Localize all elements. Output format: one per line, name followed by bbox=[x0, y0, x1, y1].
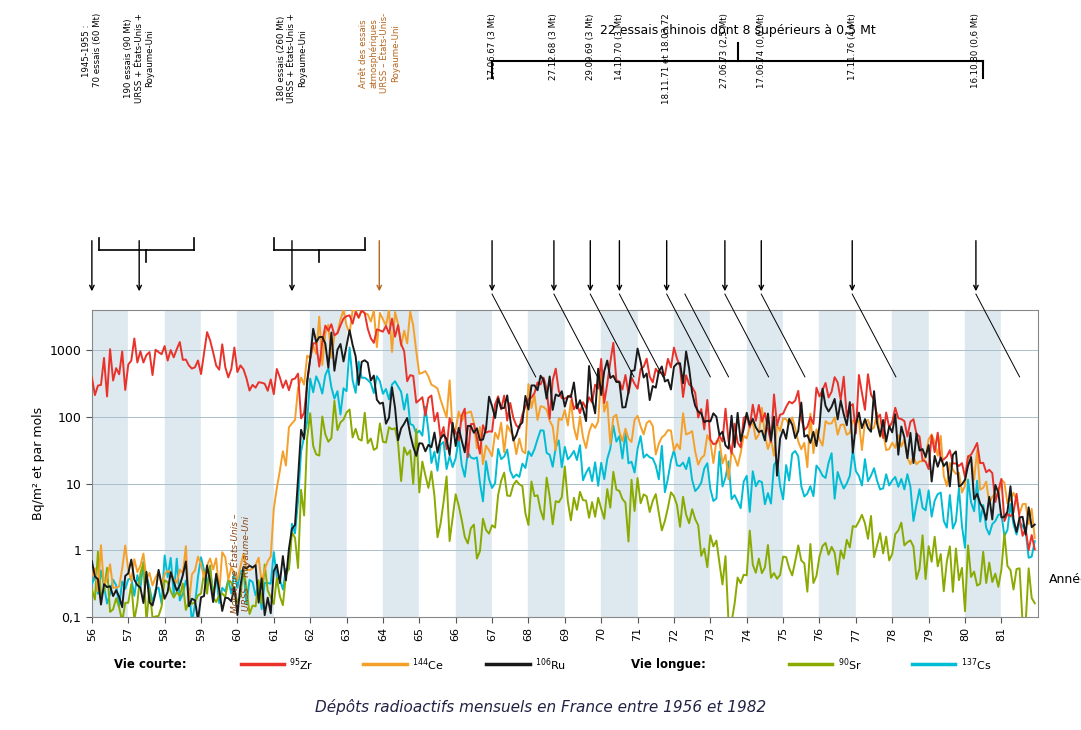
Text: Année: Année bbox=[1049, 573, 1081, 586]
Text: 17.06.74 (0,6 Mt): 17.06.74 (0,6 Mt) bbox=[757, 13, 765, 88]
Text: $^{137}$Cs: $^{137}$Cs bbox=[961, 656, 991, 672]
Bar bbox=[273, 310, 310, 617]
Text: 18.11.71 et 18.03.72: 18.11.71 et 18.03.72 bbox=[663, 13, 671, 104]
Text: 22 essais chinois dont 8 supérieurs à 0,5 Mt: 22 essais chinois dont 8 supérieurs à 0,… bbox=[600, 24, 876, 36]
Y-axis label: Bq/m² et par mols: Bq/m² et par mols bbox=[32, 407, 45, 520]
Bar bbox=[710, 310, 747, 617]
Bar bbox=[310, 310, 347, 617]
Text: Dépôts radioactifs mensuels en France entre 1956 et 1982: Dépôts radioactifs mensuels en France en… bbox=[315, 699, 766, 715]
Bar bbox=[492, 310, 529, 617]
Text: 1945-1955 :
70 essais (60 Mt): 1945-1955 : 70 essais (60 Mt) bbox=[82, 13, 102, 88]
Bar bbox=[164, 310, 201, 617]
Bar bbox=[601, 310, 638, 617]
Bar bbox=[856, 310, 892, 617]
Bar bbox=[456, 310, 492, 617]
Text: $^{90}$Sr: $^{90}$Sr bbox=[838, 656, 862, 672]
Text: 16.10.80 (0,6 Mt): 16.10.80 (0,6 Mt) bbox=[972, 13, 980, 88]
Bar bbox=[929, 310, 965, 617]
Text: Vie courte:: Vie courte: bbox=[114, 658, 186, 671]
Text: $^{106}$Ru: $^{106}$Ru bbox=[535, 656, 566, 672]
Bar bbox=[347, 310, 383, 617]
Text: 190 essais (90 Mt)
URSS + États-Unis +
Royaume-Uni: 190 essais (90 Mt) URSS + États-Unis + R… bbox=[124, 13, 155, 103]
Bar bbox=[783, 310, 819, 617]
Text: 27.12.68 (3 Mt): 27.12.68 (3 Mt) bbox=[549, 13, 559, 80]
Bar bbox=[673, 310, 710, 617]
Bar bbox=[238, 310, 273, 617]
Bar bbox=[201, 310, 238, 617]
Bar bbox=[92, 310, 129, 617]
Text: 180 essais (260 Mt)
URSS + États-Unis +
Royaume-Uni: 180 essais (260 Mt) URSS + États-Unis + … bbox=[277, 13, 307, 103]
Text: $^{144}$Ce: $^{144}$Ce bbox=[412, 656, 443, 672]
Text: 14.10.70 (3 Mt): 14.10.70 (3 Mt) bbox=[615, 13, 624, 80]
Bar bbox=[529, 310, 564, 617]
Bar bbox=[564, 310, 601, 617]
Text: 17.06.67 (3 Mt): 17.06.67 (3 Mt) bbox=[488, 13, 496, 80]
Text: Arrêt des essais
atmosphériques
URSS – États-Unis-
Royaume-Uni: Arrêt des essais atmosphériques URSS – É… bbox=[359, 13, 400, 93]
Bar bbox=[965, 310, 1001, 617]
Bar bbox=[383, 310, 419, 617]
Bar bbox=[638, 310, 673, 617]
Text: 17.11.76 (4 Mt): 17.11.76 (4 Mt) bbox=[848, 13, 857, 80]
Text: $^{95}$Zr: $^{95}$Zr bbox=[290, 656, 313, 672]
Text: 29.09.69 (3 Mt): 29.09.69 (3 Mt) bbox=[586, 13, 595, 80]
Bar bbox=[1001, 310, 1038, 617]
Text: 27.06.73 (2,5 Mt): 27.06.73 (2,5 Mt) bbox=[720, 13, 730, 88]
Bar bbox=[892, 310, 929, 617]
Bar bbox=[419, 310, 456, 617]
Bar bbox=[129, 310, 164, 617]
Bar bbox=[819, 310, 856, 617]
Text: Vie longue:: Vie longue: bbox=[631, 658, 706, 671]
Text: Moratoire États-Unis –
URSS – Royaume-Uni: Moratoire États-Unis – URSS – Royaume-Un… bbox=[231, 514, 251, 613]
Bar bbox=[747, 310, 783, 617]
